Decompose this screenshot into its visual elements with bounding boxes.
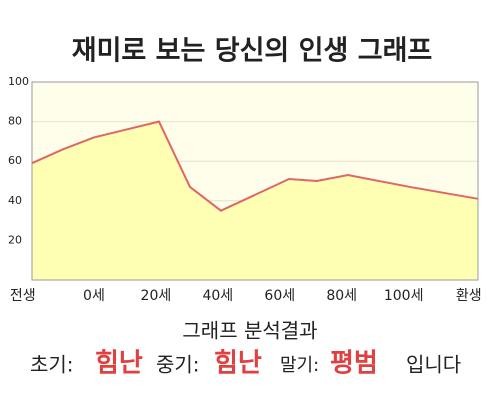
y-tick-label: 40 [8, 194, 22, 207]
result-value: 평범 [330, 349, 378, 379]
result-label: 중기: [156, 353, 200, 377]
result-suffix: 입니다 [406, 353, 461, 377]
x-tick-label: 60세 [264, 288, 295, 304]
chart-title: 재미로 보는 당신의 인생 그래프 [72, 36, 433, 67]
x-tick-label: 80세 [326, 288, 357, 304]
result-heading: 그래프 분석결과 [182, 319, 317, 343]
x-tick-label: 전생 [10, 288, 36, 304]
area [32, 121, 478, 280]
x-tick-label: 40세 [202, 288, 233, 304]
y-tick-label: 60 [8, 154, 22, 167]
x-tick-label: 20세 [141, 288, 172, 304]
plot-border [31, 81, 479, 281]
x-tick-label: 환생 [456, 288, 482, 304]
y-tick-label: 100 [8, 75, 29, 88]
x-tick-label: 100세 [384, 288, 424, 304]
x-tick-label: 0세 [83, 288, 105, 304]
result-label: 말기: [280, 355, 319, 376]
result-value: 힘난 [214, 349, 262, 379]
line [31, 120, 479, 212]
result-value: 힘난 [95, 349, 143, 379]
y-tick-label: 80 [8, 115, 22, 128]
result-label: 초기: [30, 353, 74, 377]
y-tick-label: 20 [8, 233, 22, 246]
